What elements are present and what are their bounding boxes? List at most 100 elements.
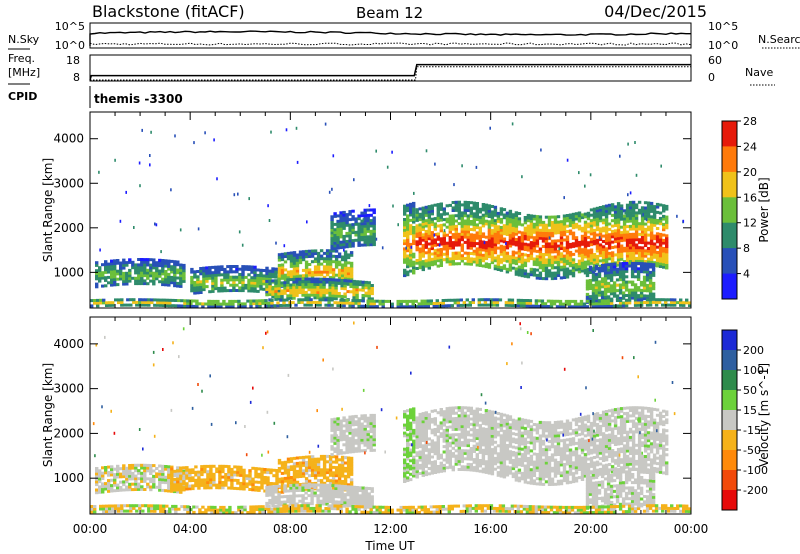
heatmap-cell	[421, 209, 425, 213]
heatmap-cell	[173, 260, 177, 264]
heatmap-cell	[369, 224, 373, 228]
heatmap-cell	[571, 261, 576, 264]
heatmap-cell	[301, 252, 306, 256]
heatmap-cell	[298, 469, 303, 473]
heatmap-cell	[561, 305, 566, 309]
heatmap-cell	[412, 407, 416, 411]
heatmap-cell	[372, 416, 376, 420]
heatmap-cell	[242, 482, 246, 486]
heatmap-cell	[310, 252, 315, 256]
heatmap-cell	[529, 222, 534, 226]
heatmap-cell	[307, 282, 311, 286]
heatmap-cell	[544, 274, 549, 278]
heatmap-cell	[427, 205, 431, 209]
heatmap-cell	[277, 477, 282, 481]
heatmap-cell	[259, 271, 263, 275]
heatmap-cell	[541, 220, 546, 224]
heatmap-cell	[523, 237, 528, 241]
heatmap-cell	[179, 480, 183, 483]
heatmap-cell	[200, 478, 204, 482]
heatmap-cell	[463, 257, 467, 260]
heatmap-cell	[251, 485, 255, 489]
heatmap-cell	[179, 268, 183, 272]
heatmap-cell	[636, 270, 641, 273]
heatmap-cell	[328, 249, 333, 253]
heatmap-cell	[592, 258, 597, 262]
heatmap-cell	[643, 217, 648, 221]
heatmap-cell	[295, 502, 299, 506]
heatmap-cell	[325, 259, 330, 263]
heatmap-cell	[98, 488, 102, 492]
heatmap-cell	[330, 228, 334, 232]
heatmap-cell	[230, 478, 234, 482]
heatmap-cell	[110, 262, 114, 266]
heatmap-cell	[628, 219, 633, 223]
heatmap-cell	[360, 441, 364, 445]
heatmap-cell	[147, 303, 151, 307]
heatmap-cell	[640, 233, 645, 236]
heatmap-cell	[331, 249, 336, 253]
heatmap-cell	[222, 302, 226, 306]
heatmap-cell	[574, 244, 579, 248]
heatmap-cell	[292, 251, 297, 255]
heatmap-cell	[648, 281, 653, 285]
heatmap-cell	[295, 266, 300, 270]
heatmap-cell	[244, 265, 248, 269]
heatmap-cell	[649, 209, 654, 213]
heatmap-cell	[107, 473, 111, 477]
heatmap-cell	[457, 211, 461, 215]
heatmap-cell	[331, 482, 336, 485]
heatmap-cell	[355, 280, 359, 284]
heatmap-cell	[137, 485, 141, 489]
heatmap-cell	[298, 261, 303, 265]
heatmap-cell	[565, 214, 570, 217]
heatmap-cell	[318, 303, 322, 307]
heatmap-cell	[190, 281, 194, 285]
heatmap-cell	[232, 265, 236, 268]
heatmap-cell	[263, 470, 267, 474]
heatmap-cell	[322, 460, 327, 464]
heatmap-cell	[496, 260, 501, 263]
ytick-label: 4000	[53, 132, 84, 146]
heatmap-cell	[597, 272, 602, 276]
heatmap-cell	[421, 444, 425, 448]
heatmap-cell	[375, 305, 379, 309]
heatmap-cell	[310, 290, 314, 294]
heatmap-cell	[283, 276, 288, 280]
heatmap-cell	[125, 485, 129, 489]
heatmap-cell	[240, 302, 244, 306]
heatmap-cell	[286, 497, 290, 501]
heatmap-cell	[592, 237, 597, 240]
heatmap-cell	[535, 239, 540, 243]
heatmap-cell	[559, 265, 564, 269]
heatmap-cell	[583, 242, 588, 245]
freq-unit: [MHz]	[8, 66, 40, 79]
heatmap-cell	[465, 298, 469, 302]
heatmap-cell	[577, 224, 582, 228]
heatmap-cell	[110, 283, 114, 287]
heatmap-cell	[214, 279, 218, 282]
heatmap-cell	[421, 260, 425, 264]
heatmap-cell	[414, 305, 418, 309]
heatmap-cell	[490, 234, 495, 238]
heatmap-cell	[642, 262, 647, 266]
heatmap-cell	[412, 466, 416, 470]
heatmap-cell	[451, 209, 455, 212]
heatmap-cell	[481, 221, 486, 225]
heatmap-cell	[310, 254, 315, 258]
heatmap-cell	[583, 215, 588, 219]
heatmap-cell	[254, 485, 258, 489]
heatmap-cell	[322, 277, 326, 281]
heatmap-cell	[645, 303, 650, 307]
heatmap-cell	[642, 265, 647, 268]
heatmap-cell	[600, 299, 605, 303]
heatmap-cell	[610, 235, 615, 239]
heatmap-cell	[622, 214, 627, 218]
heatmap-cell	[448, 230, 452, 234]
heatmap-cell	[360, 222, 364, 226]
heatmap-cell	[200, 483, 204, 487]
heatmap-cell	[595, 214, 600, 218]
heatmap-cell	[499, 228, 504, 232]
heatmap-cell	[327, 298, 331, 302]
